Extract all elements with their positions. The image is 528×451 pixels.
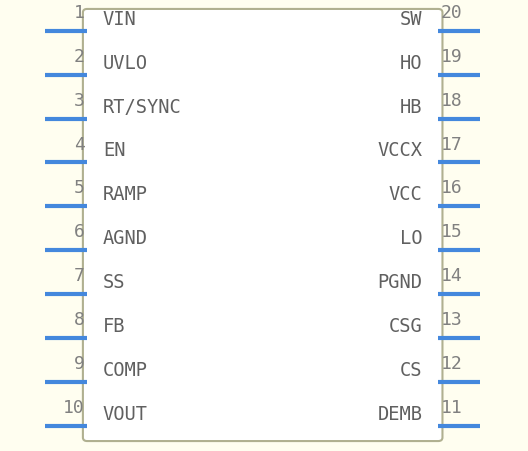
Text: AGND: AGND <box>103 229 148 248</box>
Text: VOUT: VOUT <box>103 404 148 423</box>
Text: 7: 7 <box>73 267 84 285</box>
Text: 11: 11 <box>441 398 463 416</box>
Text: VIN: VIN <box>103 9 137 28</box>
Text: 18: 18 <box>441 92 463 109</box>
Text: 9: 9 <box>73 354 84 373</box>
Text: 3: 3 <box>73 92 84 109</box>
Text: LO: LO <box>400 229 422 248</box>
Text: 2: 2 <box>73 47 84 65</box>
Text: HB: HB <box>400 97 422 116</box>
Text: 5: 5 <box>73 179 84 197</box>
Text: SS: SS <box>103 273 126 292</box>
Text: 15: 15 <box>441 223 463 241</box>
Text: 16: 16 <box>441 179 463 197</box>
Text: COMP: COMP <box>103 360 148 379</box>
Text: HO: HO <box>400 54 422 73</box>
Text: 17: 17 <box>441 135 463 153</box>
Text: 1: 1 <box>73 4 84 22</box>
Text: VCC: VCC <box>389 185 422 204</box>
Text: RAMP: RAMP <box>103 185 148 204</box>
Text: CS: CS <box>400 360 422 379</box>
Text: 8: 8 <box>73 311 84 329</box>
Text: VCCX: VCCX <box>378 141 422 160</box>
Text: 13: 13 <box>441 311 463 329</box>
FancyBboxPatch shape <box>83 10 442 441</box>
Text: 20: 20 <box>441 4 463 22</box>
Text: FB: FB <box>103 317 126 336</box>
Text: RT/SYNC: RT/SYNC <box>103 97 182 116</box>
Text: 10: 10 <box>63 398 84 416</box>
Text: DEMB: DEMB <box>378 404 422 423</box>
Text: 14: 14 <box>441 267 463 285</box>
Text: CSG: CSG <box>389 317 422 336</box>
Text: 4: 4 <box>73 135 84 153</box>
Text: 6: 6 <box>73 223 84 241</box>
Text: EN: EN <box>103 141 126 160</box>
Text: 12: 12 <box>441 354 463 373</box>
Text: 19: 19 <box>441 47 463 65</box>
Text: PGND: PGND <box>378 273 422 292</box>
Text: SW: SW <box>400 9 422 28</box>
Text: UVLO: UVLO <box>103 54 148 73</box>
